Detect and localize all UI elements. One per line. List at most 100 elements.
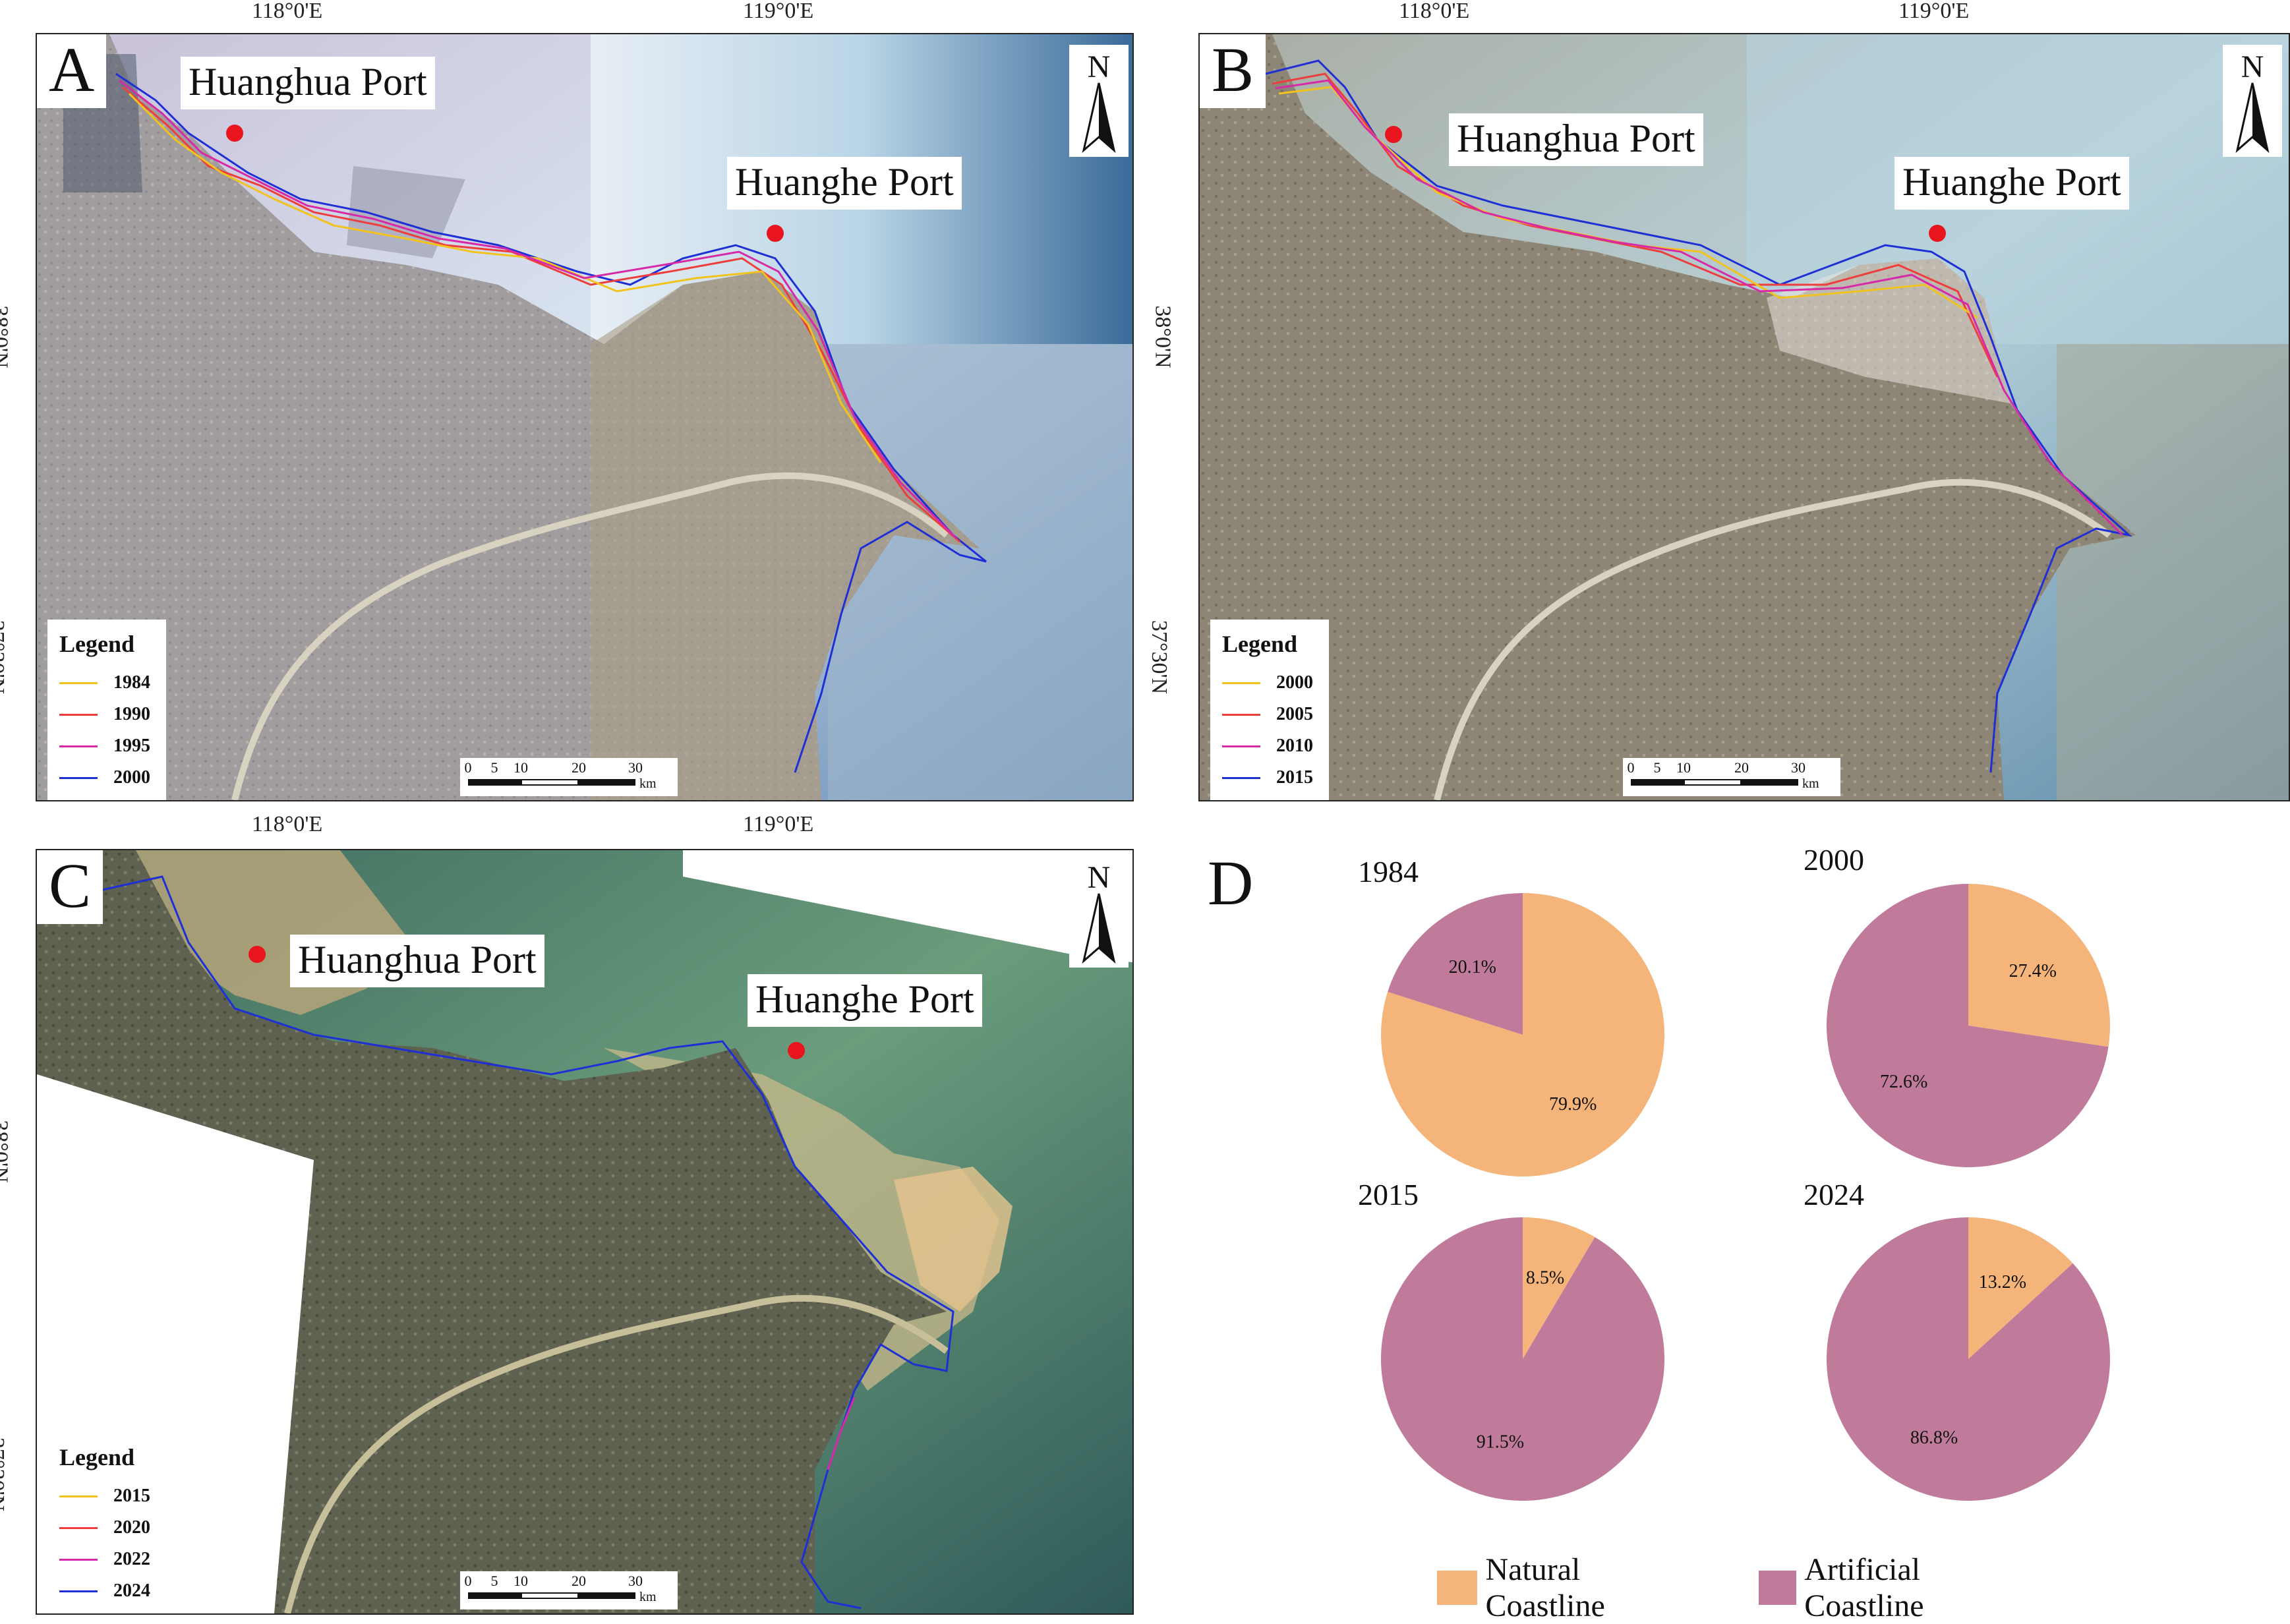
pie-label-artificial: 86.8%: [1910, 1428, 1958, 1448]
pie-slice-artificial: [1381, 1217, 1664, 1501]
scale-bar-black: [579, 779, 635, 786]
panel-b-huanghua-dot: [1385, 126, 1402, 143]
scale-tick: 5: [490, 759, 498, 776]
legend-label: 1984: [113, 672, 150, 693]
scale-bar-black: [468, 1592, 521, 1599]
scale-tick: 5: [1653, 759, 1661, 776]
panel-c-legend-title: Legend: [59, 1444, 135, 1470]
panel-c-lon-119: 119°0'E: [743, 812, 814, 836]
scale-unit: km: [639, 1590, 657, 1604]
scale-tick: 0: [1627, 759, 1635, 776]
scale-bar-black: [1742, 779, 1798, 786]
scale-bar-white: [521, 1592, 579, 1599]
scale-bar-white: [521, 779, 579, 786]
legend-line: [1222, 682, 1260, 684]
natural-swatch: [1437, 1571, 1478, 1605]
pie-legend-natural-label: Natural Coastline: [1485, 1552, 1605, 1623]
panel-b-north-letter: N: [2241, 49, 2264, 84]
legend-line: [1222, 713, 1260, 716]
legend-line: [1222, 776, 1260, 779]
scale-tick: 20: [572, 759, 586, 776]
legend-label: 2022: [113, 1549, 150, 1569]
legend-item: 2020: [59, 1512, 150, 1544]
legend-item: 2000: [59, 762, 150, 794]
scale-tick: 0: [464, 1573, 472, 1589]
legend-label: 2015: [1276, 767, 1313, 788]
artificial-swatch: [1759, 1571, 1797, 1605]
pie-year-label: 1984: [1358, 855, 1419, 888]
legend-label: 2005: [1276, 704, 1313, 724]
panel-b-lat-38: 38°0'N: [1150, 305, 1175, 368]
north-arrow-icon: [2235, 82, 2270, 154]
scale-tick: 5: [490, 1573, 498, 1589]
pie-legend-natural: Natural Coastline: [1437, 1552, 1628, 1624]
panel-b-map: B Huanghua Port Huanghe Port N Legend 20…: [1198, 33, 2290, 801]
scale-bar-black: [468, 779, 521, 786]
pie-label-natural: 13.2%: [1979, 1272, 2026, 1292]
legend-item: 2010: [1222, 730, 1313, 762]
legend-label: 2000: [113, 767, 150, 788]
pie-slice-natural: [1968, 884, 2110, 1047]
panel-b-huanghe-label: Huanghe Port: [1894, 157, 2129, 210]
pie-legend-artificial-label: Artificial Coastline: [1804, 1552, 1924, 1623]
panel-a-huanghua-dot: [226, 125, 243, 142]
scale-tick: 20: [1734, 759, 1749, 776]
legend-item: 1995: [59, 730, 150, 762]
legend-item: 2024: [59, 1575, 150, 1607]
scale-tick: 0: [464, 759, 472, 776]
scale-tick: 10: [514, 1573, 528, 1589]
pie-label-artificial: 91.5%: [1477, 1432, 1524, 1452]
pie-legend-artificial: Artificial Coastline: [1759, 1552, 1949, 1624]
scale-unit: km: [639, 776, 657, 791]
pie-slice-natural: [1968, 1217, 2073, 1359]
panel-a-north-arrow: N: [1069, 45, 1129, 157]
pie-label-natural: 27.4%: [2009, 961, 2057, 981]
panel-a-scalebar: 0 5 10 20 30 km: [460, 758, 678, 796]
legend-line: [59, 776, 98, 779]
pie-label-natural: 79.9%: [1549, 1094, 1597, 1115]
panel-b-north-arrow: N: [2223, 45, 2282, 157]
panel-b-lon-119: 119°0'E: [1898, 0, 1970, 23]
panel-b-legend: Legend 2000 2005 2010 2015: [1210, 620, 1329, 800]
panel-c-satellite: [37, 850, 1132, 1613]
panel-c-lat-38: 38°0'N: [0, 1120, 13, 1183]
legend-line: [59, 1495, 98, 1497]
panel-c-map: C Huanghua Port Huanghe Port N Legend 20…: [36, 849, 1134, 1615]
panel-c-north-arrow: N: [1069, 856, 1129, 968]
panel-a-map: A Huanghua Port Huanghe Port N Legend 19…: [36, 33, 1134, 801]
legend-label: 2000: [1276, 672, 1313, 693]
legend-item: 2005: [1222, 699, 1313, 730]
panel-a-satellite: [37, 34, 1132, 800]
scale-bar-black: [579, 1592, 635, 1599]
legend-item: 1990: [59, 699, 150, 730]
panel-a-lon-118: 118°0'E: [252, 0, 323, 23]
panel-a-huanghe-label: Huanghe Port: [727, 157, 962, 210]
scale-tick: 20: [572, 1573, 586, 1589]
pie-chart: 13.2% 86.8%: [1827, 1217, 2110, 1501]
panel-a-legend: Legend 1984 1990 1995 2000: [47, 620, 166, 800]
panel-a-lon-119: 119°0'E: [743, 0, 814, 23]
panel-c-north-letter: N: [1087, 860, 1111, 895]
legend-label: 1990: [113, 704, 150, 724]
panel-a-letter: A: [37, 34, 107, 108]
legend-line: [59, 1590, 98, 1592]
legend-item: 2015: [59, 1480, 150, 1512]
legend-label: 2015: [113, 1486, 150, 1506]
legend-line: [59, 682, 98, 684]
pie-slice-natural: [1523, 1217, 1595, 1359]
panel-b-legend-title: Legend: [1222, 631, 1298, 657]
pie-slice-artificial: [1827, 1217, 2110, 1501]
pie-label-natural: 8.5%: [1526, 1268, 1564, 1289]
panel-c-huanghua-dot: [249, 946, 266, 963]
legend-item: 2022: [59, 1544, 150, 1575]
scale-tick: 30: [1791, 759, 1806, 776]
panel-a-north-letter: N: [1087, 49, 1111, 84]
legend-line: [59, 1526, 98, 1529]
panel-a-huanghe-dot: [767, 225, 784, 242]
panel-a-lat-3730: 37°30'N: [0, 620, 9, 695]
panel-a-legend-title: Legend: [59, 631, 135, 657]
panel-d-letter: D: [1201, 848, 1260, 919]
legend-item: 2000: [1222, 667, 1313, 699]
pie-label-artificial: 72.6%: [1880, 1072, 1927, 1092]
panel-c-lat-3730: 37°30'N: [0, 1437, 9, 1512]
